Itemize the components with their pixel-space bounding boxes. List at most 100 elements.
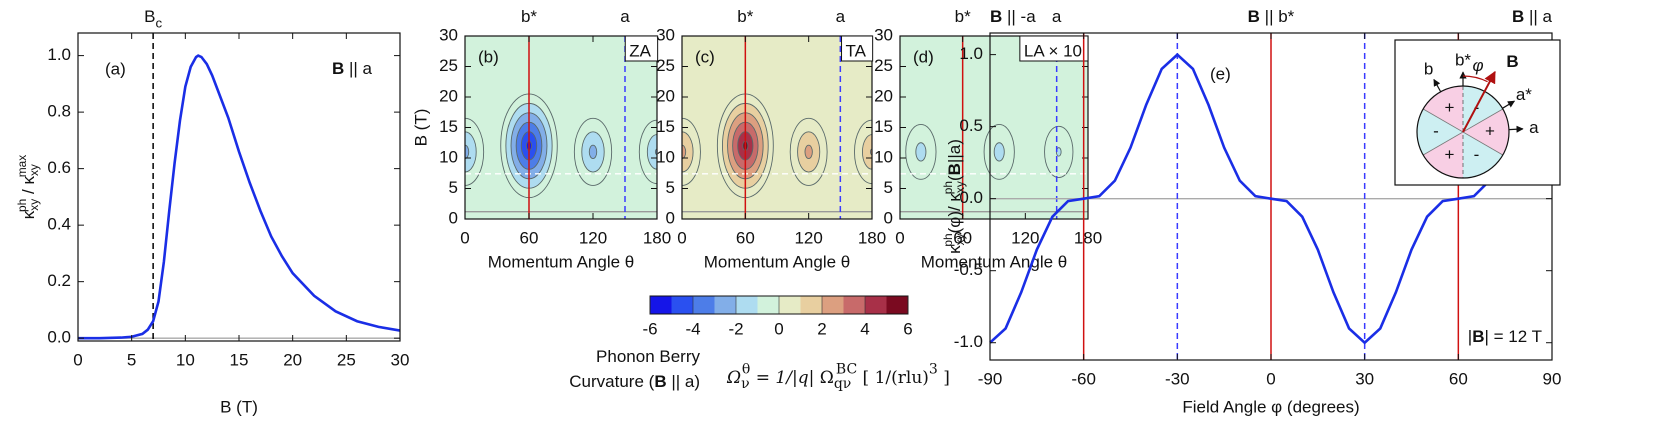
text-part: || b* [1260,7,1295,26]
inset-axis-label: b [1424,59,1433,78]
colorbar-tick-label: 6 [903,319,912,338]
text-part: ph [15,199,29,212]
x-axis-label: Momentum Angle θ [704,252,850,271]
text-part: || a [1524,7,1552,26]
y-tick-label: 15 [874,117,893,136]
inset-sign: - [1474,145,1480,164]
colorbar-tick-label: 4 [860,319,869,338]
colorbar-cell [822,296,844,314]
colorbar-tick-label: 0 [774,319,783,338]
y-tick-label: 25 [439,56,458,75]
text-part: B [654,372,666,391]
contour-level [465,144,470,160]
inset-field-label: B [1506,52,1518,71]
text-part: B [1512,7,1524,26]
text-part: Phonon Berry [596,347,700,366]
inset: +-+-+-b*ba*aBφ [1394,39,1561,186]
y-tick-label: 1.0 [959,44,983,63]
y-tick-label: 25 [874,56,893,75]
text-part: / κ [19,176,38,199]
x-tick-label: 60 [953,228,972,247]
text-part: (φ)/ κ [945,193,964,234]
x-tick-label: 0 [460,228,469,247]
y-tick-label: 20 [656,86,675,105]
contour-level [993,142,1005,162]
inset-axis-label: a* [1516,85,1532,104]
x-tick-label: 180 [643,228,671,247]
text-part: BC [836,362,857,378]
text-part: κ [945,245,964,254]
text-part: max [15,155,29,178]
colorbar-cell [671,296,694,314]
inset-sign: + [1445,145,1455,164]
inset-sector [1463,109,1509,155]
y-tick-label: 10 [656,147,675,166]
top-label: B || b* [1248,7,1295,26]
text-part: ph [941,233,955,246]
y-tick-label: 0.4 [47,215,71,234]
text-part: xy [953,233,967,245]
y-tick-label: 0.0 [959,188,983,207]
y-tick-label: 0.2 [47,271,71,290]
inset-sector [1417,109,1463,155]
x-tick-label: 180 [858,228,886,247]
top-label: b* [737,7,753,26]
text-part: 3 [929,362,938,378]
y-tick-label: -0.5 [954,260,983,279]
inset-axis-arrow [1508,125,1524,133]
x-axis-label: Momentum Angle θ [488,252,634,271]
text-part: B [332,59,344,78]
text-part: = [750,368,775,388]
x-tick-label: 0 [677,228,686,247]
y-tick-label: 0.8 [47,102,71,121]
y-tick-label: 0.6 [47,158,71,177]
mode-box [624,35,659,62]
inset-field-arrow [1462,70,1496,133]
top-label: a [620,7,630,26]
data-line [78,54,401,340]
x-tick-label: 20 [283,350,302,369]
contour-level [465,131,477,173]
top-label: a [836,7,846,26]
inset-angle-label: φ [1473,56,1484,75]
y-tick-label: 1.0 [47,45,71,64]
text-part: B [945,163,964,175]
panel-label: (c) [695,47,715,66]
mode-label: LA × 10 [1024,41,1082,60]
mode-box [1019,35,1089,62]
x-tick-label: 120 [1011,228,1039,247]
y-tick-label: 25 [656,56,675,75]
text-part: xy [953,181,967,193]
colorbar-cell [736,296,758,314]
x-axis-label: B (T) [220,397,258,416]
colorbar-cell [886,296,909,314]
inset-sign: + [1485,121,1495,140]
inset-axis-label: b* [1455,50,1471,69]
inset-sign: - [1433,121,1439,140]
panel-label: (d) [913,47,934,66]
y-tick-label: 10 [874,147,893,166]
text-part: B [1248,7,1260,26]
contour-level [682,144,687,160]
inset-axis-arrow [1502,100,1516,109]
colorbar-title: Phonon Berry [596,347,700,366]
y-axis-label: B (T) [411,109,430,147]
mode-label: ZA [629,41,651,60]
text-part: ν [741,376,750,392]
y-tick-label: 30 [656,25,675,44]
panel-label: (a) [105,59,126,78]
inset-axis-arrow [1433,78,1442,93]
annotation: B || a [332,59,373,78]
text-part: a [620,7,630,26]
text-part: a [836,7,846,26]
y-tick-label: 0.0 [47,328,71,347]
contour-area [465,36,657,219]
colorbar-tick-label: -4 [685,319,700,338]
x-tick-label: 120 [794,228,822,247]
colorbar-cell [843,296,866,314]
text-part: ( [945,175,964,181]
y-tick-label: 20 [874,86,893,105]
colorbar-cell [779,296,801,314]
text-part: b* [521,7,537,26]
x-tick-label: 60 [736,228,755,247]
